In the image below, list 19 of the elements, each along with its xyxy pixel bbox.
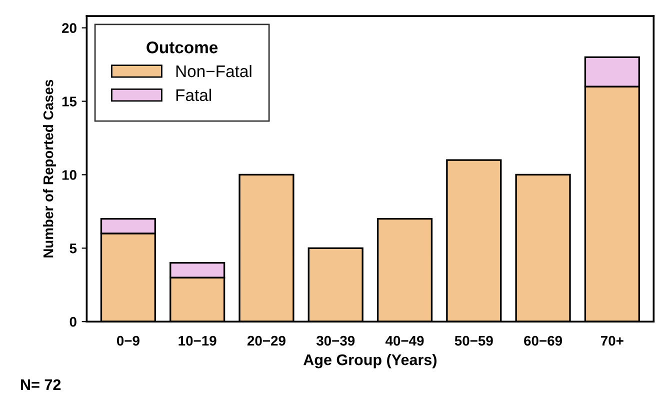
text: N= 72 — [21, 379, 61, 390]
y-tick-label: 5 — [70, 244, 77, 254]
legend-label: Fatal — [176, 88, 211, 102]
legend-label: Non−Fatal — [176, 64, 252, 78]
x-axis-title: Age Group (Years) — [304, 354, 436, 368]
y-tick-label: 15 — [62, 96, 77, 106]
x-tick-label: 10−19 — [178, 336, 216, 346]
y-tick-label: 10 — [62, 170, 76, 180]
x-tick-label: 60−69 — [524, 336, 562, 346]
y-axis-title: Number of Reported Cases — [43, 80, 56, 258]
x-tick-label: 0−9 — [116, 336, 140, 346]
x-tick-label: 50−59 — [454, 336, 493, 346]
y-tick-label: 20 — [62, 23, 76, 33]
x-tick-label: 30−39 — [316, 336, 355, 346]
y-tick-label: 0 — [70, 316, 76, 327]
x-tick-label: 20−29 — [247, 336, 286, 346]
legend-title: Outcome — [146, 42, 218, 54]
x-tick-label: 40−49 — [385, 336, 424, 346]
x-tick-label: 70+ — [600, 336, 624, 346]
